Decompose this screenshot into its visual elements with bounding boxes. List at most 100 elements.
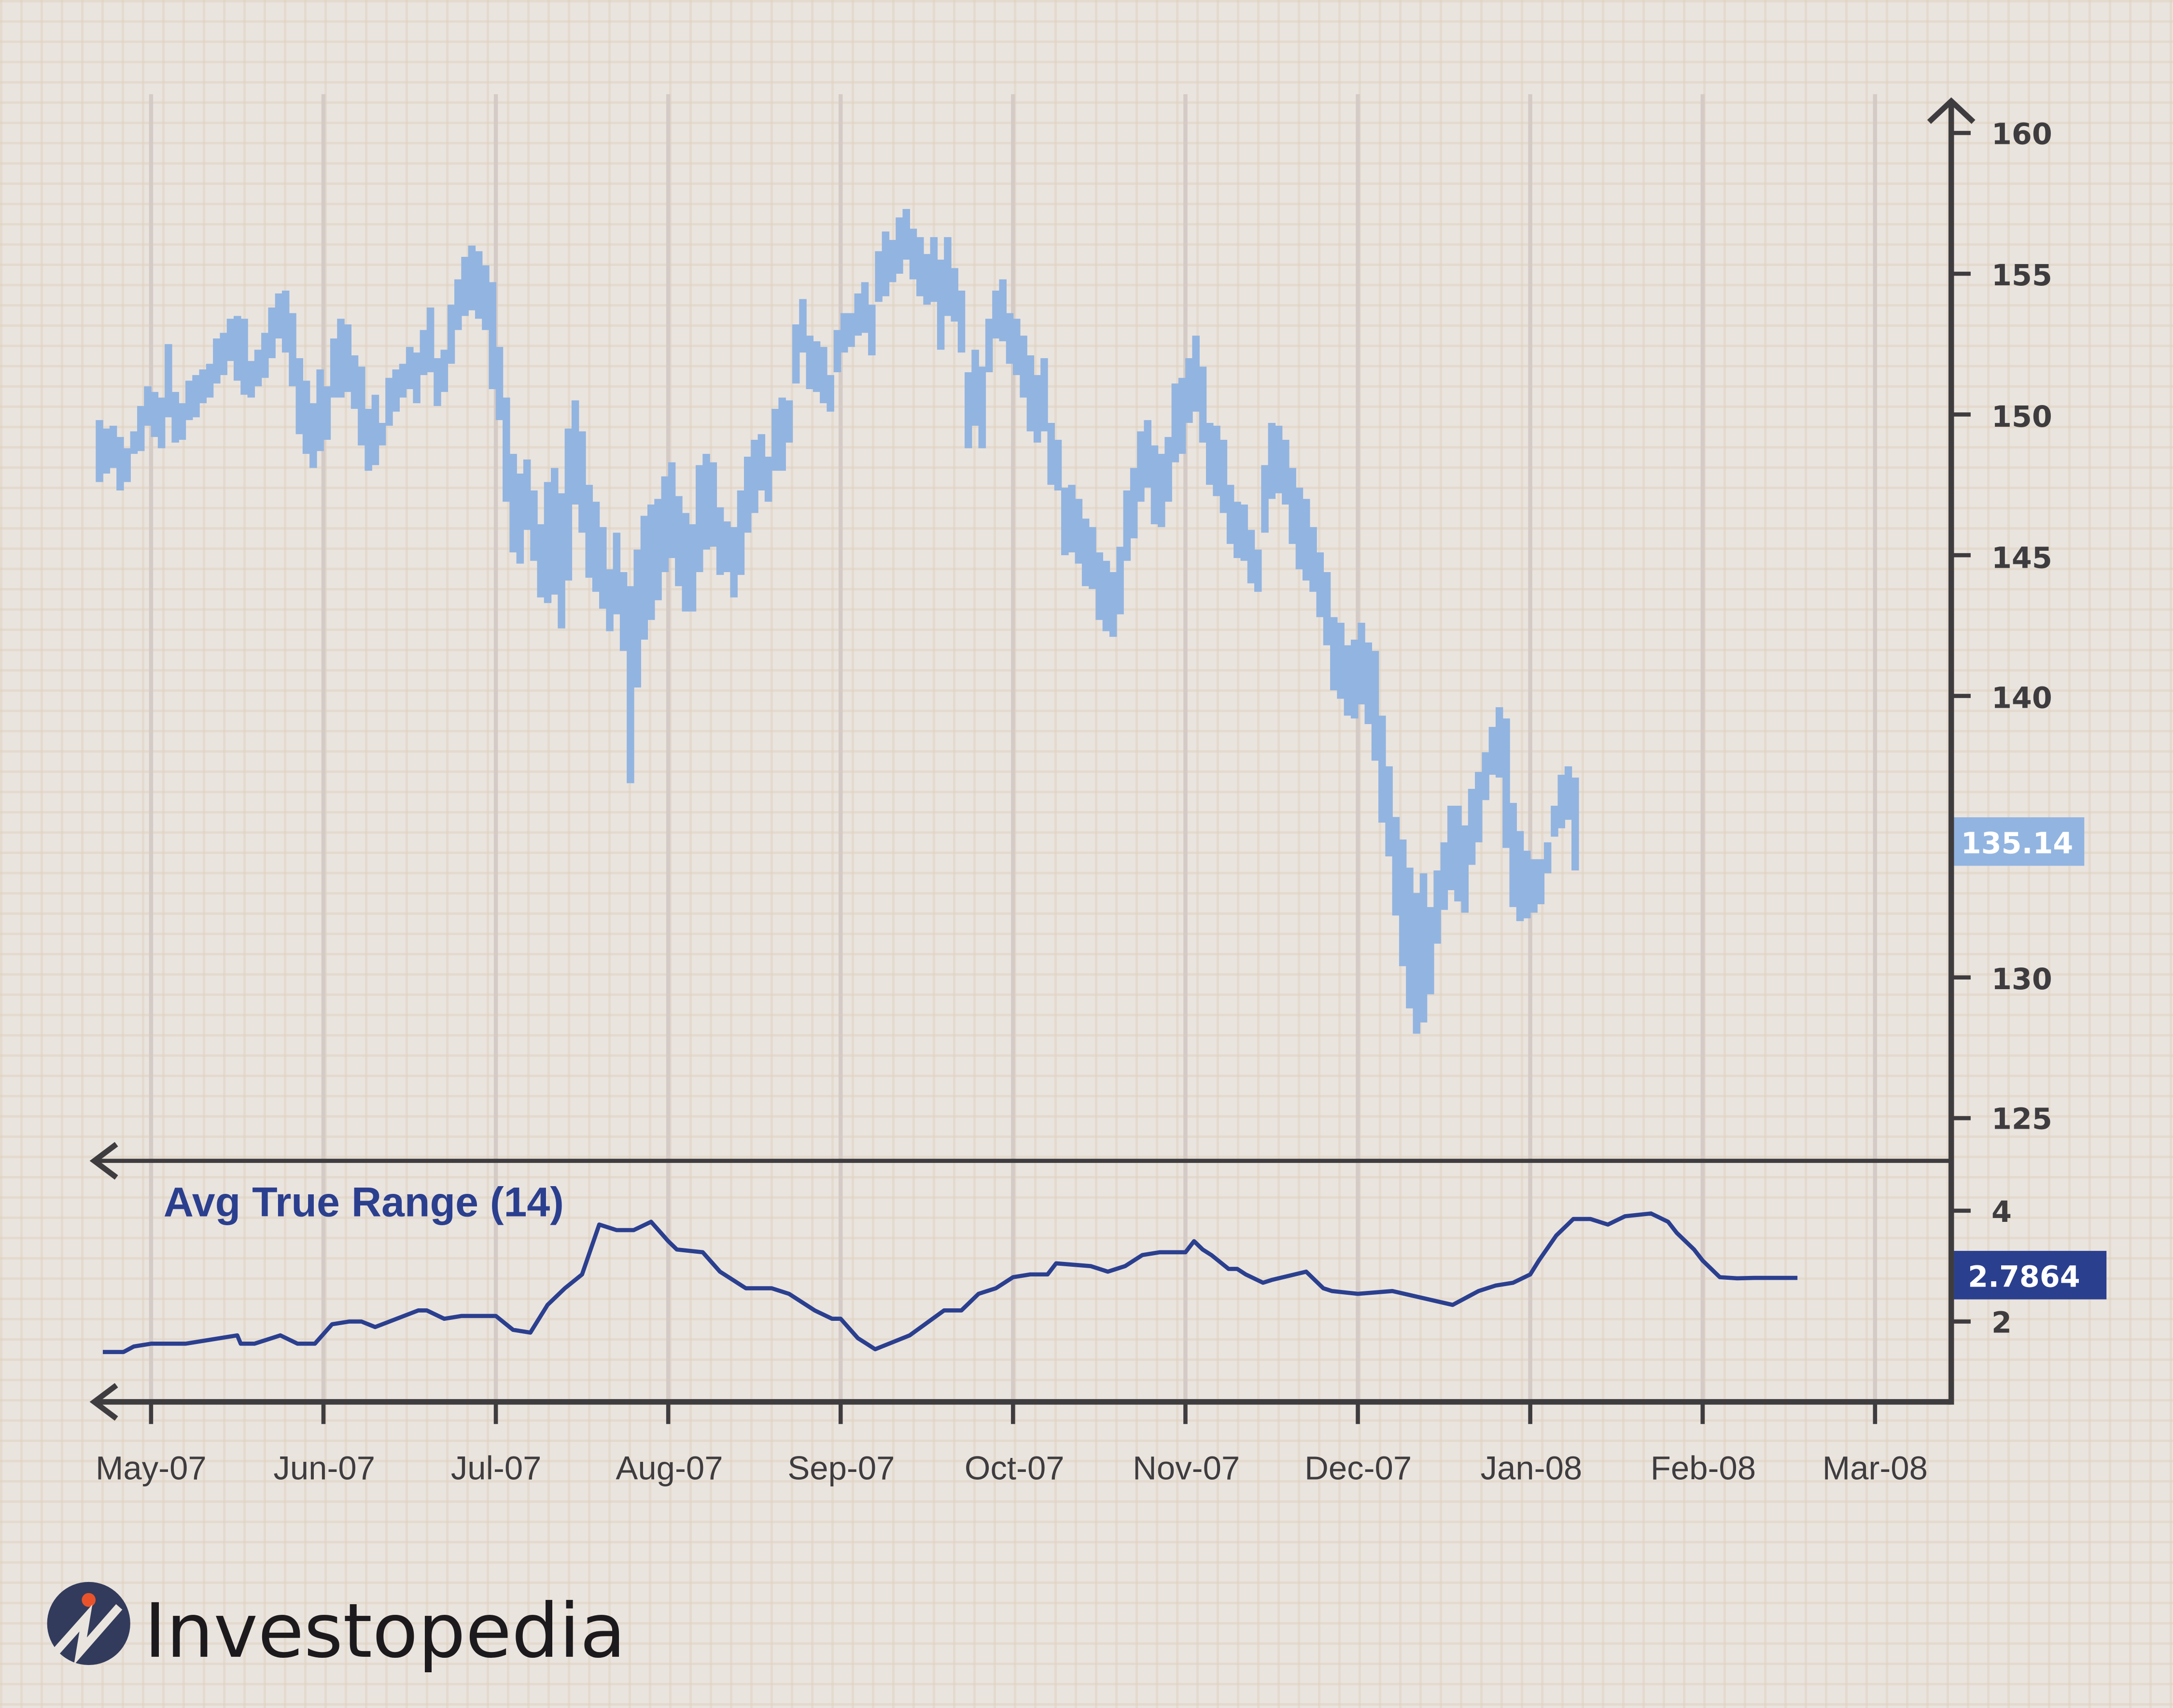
- y-tick-label-145: 145: [1991, 541, 2052, 575]
- price-bar: [1178, 378, 1186, 454]
- price-bar: [96, 420, 103, 482]
- price-bar: [1371, 651, 1379, 761]
- price-bar: [1557, 774, 1565, 828]
- price-y-axis-arrow-icon: [1927, 97, 1976, 124]
- price-bar: [240, 319, 248, 395]
- price-bar: [1571, 777, 1579, 871]
- price-bar: [226, 319, 235, 361]
- price-bar: [350, 355, 359, 409]
- investopedia-logo: Investopedia: [47, 1582, 626, 1675]
- price-bar: [281, 290, 290, 353]
- x-label-dec-07: Dec-07: [1304, 1450, 1412, 1487]
- price-bar: [571, 400, 579, 505]
- price-bar: [1364, 642, 1373, 724]
- price-current-badge: 135.14: [1954, 817, 2085, 866]
- price-bar: [1523, 851, 1531, 919]
- x-label-mar-08: Mar-08: [1823, 1450, 1928, 1487]
- price-bar: [813, 341, 821, 392]
- price-bar: [930, 237, 938, 302]
- x-ticks: [149, 1401, 1878, 1424]
- axes: [89, 97, 1976, 1421]
- price-bar: [337, 319, 345, 398]
- price-bar: [792, 324, 800, 384]
- price-bar: [965, 372, 972, 448]
- x-label-jun-07: Jun-07: [273, 1450, 375, 1487]
- price-bar: [1392, 817, 1400, 916]
- price-bar: [1116, 546, 1124, 615]
- price-bar: [695, 465, 703, 573]
- price-bar: [185, 380, 193, 420]
- price-bar: [1081, 518, 1090, 587]
- price-bar: [585, 485, 593, 578]
- price-bar: [1130, 468, 1138, 539]
- price-bar: [868, 305, 876, 356]
- price-bar: [275, 293, 283, 339]
- price-bar: [757, 434, 766, 490]
- price-bar: [1309, 527, 1317, 592]
- price-bar: [985, 319, 993, 373]
- price-bar: [1516, 831, 1524, 922]
- x-label-sep-07: Sep-07: [787, 1450, 895, 1487]
- price-bar: [951, 268, 958, 322]
- price-bar: [882, 231, 890, 296]
- price-bar: [1206, 423, 1214, 485]
- price-bar: [875, 251, 883, 302]
- x-label-oct-07: Oct-07: [965, 1450, 1065, 1487]
- price-bar: [737, 490, 745, 575]
- x-label-nov-07: Nov-07: [1133, 1450, 1240, 1487]
- price-bar: [1164, 437, 1172, 502]
- y-ticks: [1951, 131, 1971, 1324]
- price-bar: [316, 369, 324, 451]
- price-bar: [434, 358, 441, 406]
- price-bar: [220, 333, 227, 375]
- price-bar: [606, 569, 614, 631]
- price-bar: [909, 228, 917, 280]
- price-bar: [102, 428, 111, 474]
- price-bar: [778, 397, 786, 471]
- price-bar: [833, 330, 841, 373]
- price-bar: [1185, 358, 1193, 423]
- price-bar: [1089, 527, 1096, 589]
- price-bar: [192, 375, 200, 418]
- price-bar: [1468, 789, 1476, 865]
- price-bar: [116, 437, 124, 490]
- price-bar: [1095, 552, 1103, 620]
- x-label-aug-07: Aug-07: [616, 1450, 723, 1487]
- price-bar: [1061, 488, 1069, 556]
- price-bar: [171, 392, 179, 443]
- atr-current-value: 2.7864: [1968, 1260, 2080, 1294]
- atr-polyline: [102, 1211, 1798, 1354]
- price-bar: [254, 350, 262, 387]
- price-bar: [233, 316, 241, 381]
- price-current-value: 135.14: [1961, 827, 2074, 861]
- price-bar: [165, 344, 172, 418]
- price-bar: [592, 502, 600, 592]
- price-bar: [1013, 319, 1021, 375]
- price-bar: [1427, 907, 1434, 994]
- price-bar: [992, 290, 1000, 339]
- y-tick-label-150: 150: [1991, 400, 2052, 434]
- price-bar: [599, 527, 607, 609]
- atr-title: Avg True Range (14): [164, 1179, 564, 1225]
- price-bar: [1316, 552, 1324, 617]
- price-bar: [447, 305, 455, 364]
- atr-tick-label-2: 2: [1991, 1306, 2012, 1340]
- price-bar: [1543, 842, 1552, 873]
- price-bar: [1068, 485, 1076, 553]
- x-label-jan-08: Jan-08: [1481, 1450, 1583, 1487]
- price-bar: [751, 440, 758, 513]
- price-bar: [1282, 440, 1290, 505]
- y-tick-label-140: 140: [1991, 681, 2052, 715]
- price-bar: [1234, 502, 1241, 558]
- price-bar: [957, 290, 966, 353]
- price-bar: [1144, 420, 1151, 488]
- price-bar: [1551, 805, 1558, 837]
- price-bar: [1564, 766, 1572, 820]
- price-bar: [399, 364, 407, 398]
- price-bar: [157, 397, 166, 448]
- price-bar: [199, 369, 207, 404]
- price-bar: [1413, 893, 1421, 1034]
- price-bar: [916, 237, 924, 296]
- price-bar: [771, 408, 779, 471]
- price-bar: [1054, 440, 1062, 490]
